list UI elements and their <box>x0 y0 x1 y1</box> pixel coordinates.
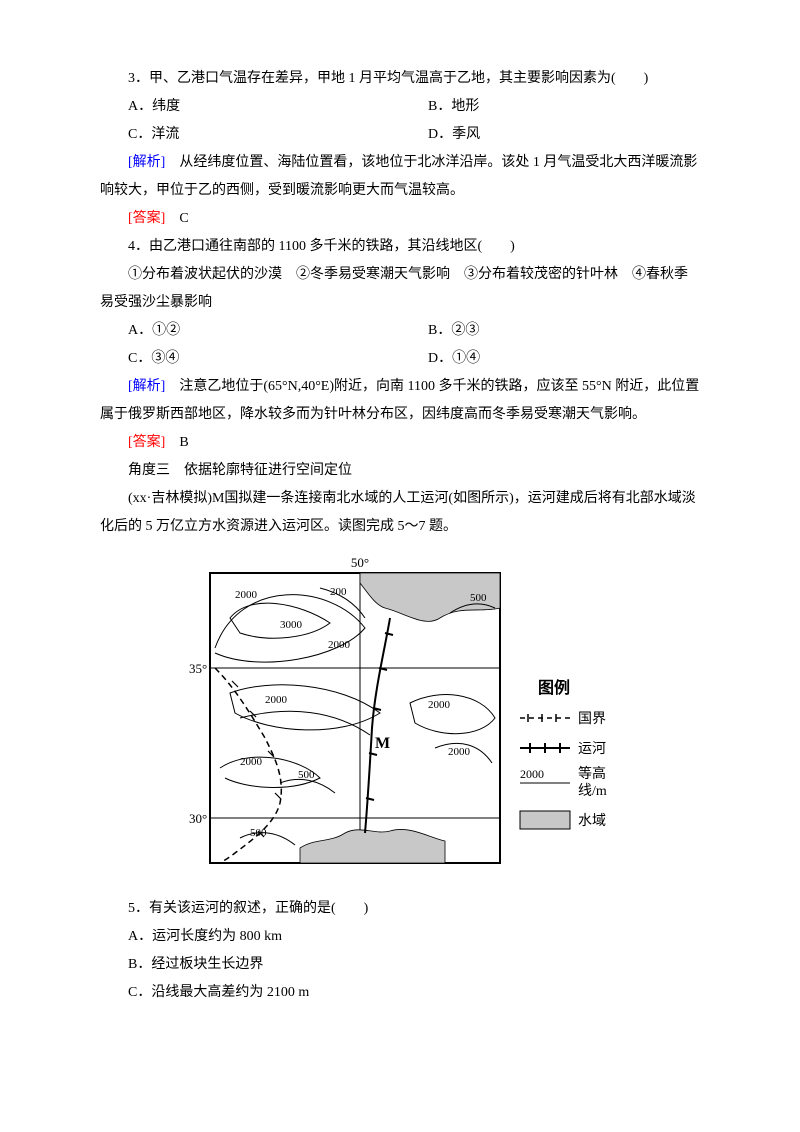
c-south-500 <box>240 833 295 845</box>
cl-4: 2000 <box>328 639 351 651</box>
analysis-label: [解析] <box>128 155 165 170</box>
legend-contour-val: 2000 <box>520 767 544 781</box>
legend: 图例 国界 运河 2000 等高 线/m 水域 <box>520 678 607 829</box>
analysis-label: [解析] <box>128 379 165 394</box>
q5-stem: 5．有关该运河的叙述，正确的是( ) <box>100 895 700 923</box>
q4-stem: 4．由乙港口通往南部的 1100 多千米的铁路，其沿线地区( ) <box>100 233 700 261</box>
q4-opt-b: B．②③ <box>400 317 700 345</box>
q3-row2: C．洋流 D．季风 <box>100 121 700 149</box>
q4-opt-c: C．③④ <box>100 345 400 373</box>
water-south <box>300 829 445 863</box>
cl-7: 2000 <box>240 756 263 768</box>
legend-water-text: 水域 <box>578 813 606 829</box>
q3-row1: A．纬度 B．地形 <box>100 93 700 121</box>
q4-circled: ①分布着波状起伏的沙漠 ②冬季易受寒潮天气影响 ③分布着较茂密的针叶林 ④春秋季… <box>100 261 700 317</box>
q3-opt-d: D．季风 <box>400 121 700 149</box>
q4-answer-text: B <box>165 435 188 450</box>
q3-opt-a: A．纬度 <box>100 93 400 121</box>
map-figure: 50° 35° 30° 2000 200 500 3000 2000 2000 … <box>100 541 700 895</box>
legend-contour-line1: 等高 <box>578 765 606 782</box>
q3-answer-text: C <box>165 211 188 226</box>
m-label: M <box>375 735 390 752</box>
q3-stem: 3．甲、乙港口气温存在差异，甲地 1 月平均气温高于乙地，其主要影响因素为( ) <box>100 65 700 93</box>
c-east-2000 <box>410 695 495 734</box>
c-mid-500 <box>280 779 335 793</box>
legend-border-text: 国界 <box>578 712 606 727</box>
q3-answer: [答案] C <box>100 205 700 233</box>
q4-answer: [答案] B <box>100 429 700 457</box>
cl-8: 2000 <box>428 699 451 711</box>
legend-canal-text: 运河 <box>578 741 606 757</box>
q3-analysis-text: 从经纬度位置、海陆位置看，该地位于北冰洋沿岸。该处 1 月气温受北大西洋暖流影响… <box>100 155 697 198</box>
q5-opt-b: B．经过板块生长边界 <box>100 951 700 979</box>
lat-30-label: 30° <box>189 811 207 826</box>
cl-10: 2000 <box>448 746 471 758</box>
q4-opt-a: A．①② <box>100 317 400 345</box>
angle-intro: (xx·吉林模拟)M国拟建一条连接南北水域的人工运河(如图所示)，运河建成后将有… <box>100 485 700 541</box>
legend-title: 图例 <box>538 678 570 697</box>
cl-3: 3000 <box>280 619 303 631</box>
answer-label: [答案] <box>128 211 165 226</box>
q4-row1: A．①② B．②③ <box>100 317 700 345</box>
cl-6: 500 <box>298 769 315 781</box>
lat-35-label: 35° <box>189 661 207 676</box>
cl-1: 200 <box>330 586 347 598</box>
canal <box>365 618 390 833</box>
cl-2: 500 <box>470 592 487 604</box>
c-center-2000 <box>230 685 380 730</box>
q5-opt-c: C．沿线最大高差约为 2100 m <box>100 979 700 1007</box>
q5-opt-a: A．运河长度约为 800 km <box>100 923 700 951</box>
q3-opt-b: B．地形 <box>400 93 700 121</box>
q4-opt-d: D．①④ <box>400 345 700 373</box>
q3-opt-c: C．洋流 <box>100 121 400 149</box>
cl-5: 2000 <box>265 694 288 706</box>
lon-label: 50° <box>351 555 369 570</box>
q4-analysis: [解析] 注意乙地位于(65°N,40°E)附近，向南 1100 多千米的铁路，… <box>100 373 700 429</box>
cl-0: 2000 <box>235 589 258 601</box>
q4-analysis-text: 注意乙地位于(65°N,40°E)附近，向南 1100 多千米的铁路，应该至 5… <box>100 379 699 422</box>
legend-contour-line2: 线/m <box>578 783 607 799</box>
angle-title: 角度三 依据轮廓特征进行空间定位 <box>100 457 700 485</box>
answer-label: [答案] <box>128 435 165 450</box>
q4-row2: C．③④ D．①④ <box>100 345 700 373</box>
q3-analysis: [解析] 从经纬度位置、海陆位置看，该地位于北冰洋沿岸。该处 1 月气温受北大西… <box>100 149 700 205</box>
